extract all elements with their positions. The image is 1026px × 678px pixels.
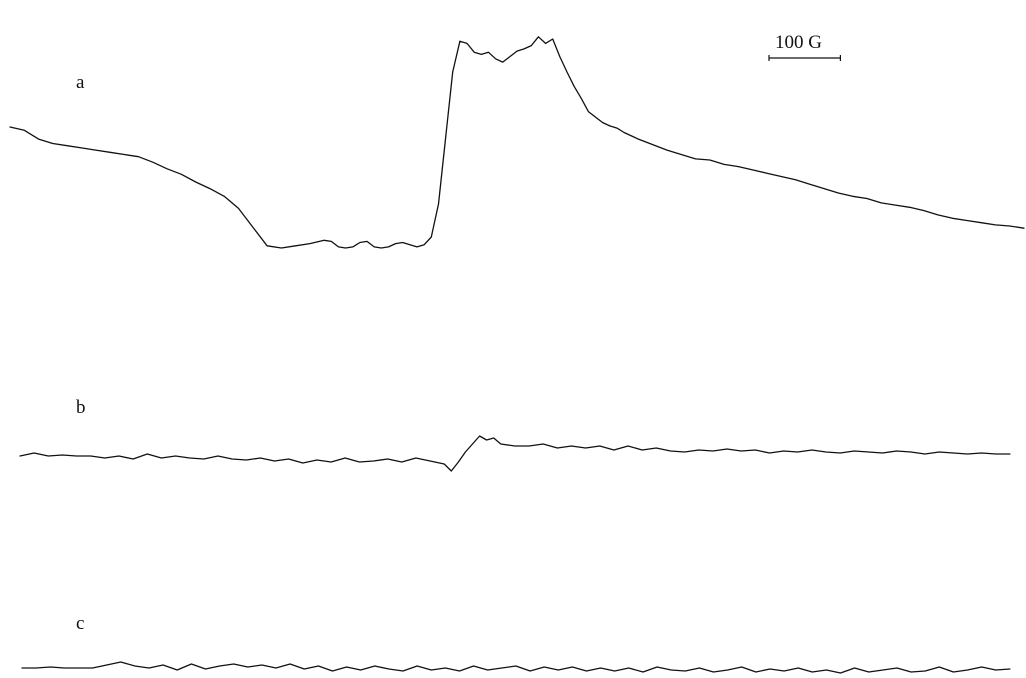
trace-b-line	[19, 435, 1011, 472]
trace-c-line	[21, 661, 1011, 674]
trace-label-c: c	[76, 613, 84, 634]
trace-label-b: b	[76, 397, 86, 418]
scale-bar: 100 G	[768, 32, 842, 61]
trace-label-a: a	[76, 72, 85, 93]
scale-bar-label: 100 G	[775, 32, 822, 53]
trace-a-line	[9, 36, 1025, 249]
